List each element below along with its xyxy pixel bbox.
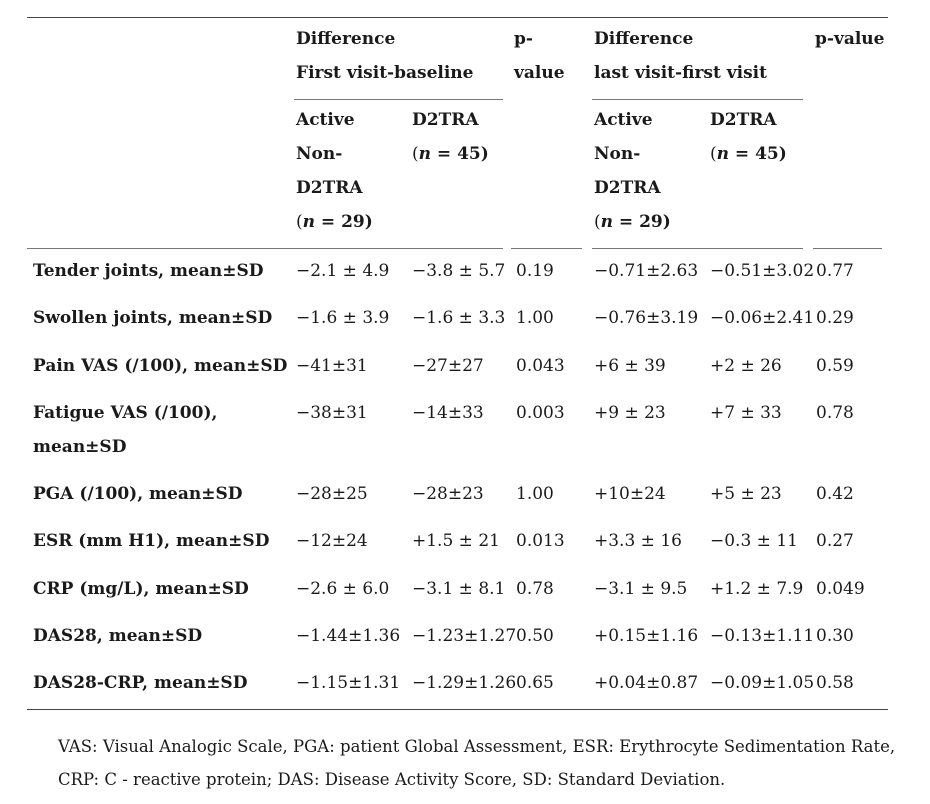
sub-header-d2tra-2: D2TRA (n = 45)	[710, 103, 787, 171]
cell-pga-d2: +5 ± 23	[710, 484, 782, 504]
row-label-pain: Pain VAS (/100), mean±SD	[33, 356, 288, 376]
cell-das28-p1: 0.50	[516, 626, 554, 646]
cell-pga-p2: 0.42	[816, 484, 854, 504]
group1-header-line1: Difference	[296, 29, 396, 49]
cell-das28-a2: +0.15±1.16	[594, 626, 699, 646]
header-bottom-rule-4	[813, 248, 882, 249]
header-bottom-rule-1	[27, 248, 503, 249]
pvalue1-header-line1: p-	[514, 29, 533, 49]
cell-esr-a2: +3.3 ± 16	[594, 531, 682, 551]
cell-das28crp-d2: −0.09±1.05	[710, 673, 815, 693]
sub-header-d2tra-1-n: (n = 45)	[412, 144, 489, 164]
row-label-tender: Tender joints, mean±SD	[33, 261, 264, 281]
cell-das28crp-d1: −1.29±1.26	[412, 673, 517, 693]
cell-pga-a1: −28±25	[296, 484, 368, 504]
table-top-rule	[27, 17, 888, 18]
group1-underline	[294, 99, 503, 100]
cell-pga-d1: −28±23	[412, 484, 484, 504]
cell-swollen-a1: −1.6 ± 3.9	[296, 308, 390, 328]
cell-crp-d2: +1.2 ± 7.9	[710, 579, 804, 599]
row-label-crp: CRP (mg/L), mean±SD	[33, 579, 249, 599]
group1-header-line2: First visit-baseline	[296, 63, 474, 83]
sub-header-active-1: Active Non- D2TRA (n = 29)	[296, 103, 373, 239]
row-label-swollen: Swollen joints, mean±SD	[33, 308, 273, 328]
cell-pain-d2: +2 ± 26	[710, 356, 782, 376]
pvalue1-header: p- value	[514, 22, 565, 90]
cell-tender-d1: −3.8 ± 5.7	[412, 261, 506, 281]
cell-esr-a1: −12±24	[296, 531, 368, 551]
cell-das28crp-a1: −1.15±1.31	[296, 673, 401, 693]
cell-tender-a2: −0.71±2.63	[594, 261, 699, 281]
group2-header-line2: last visit-first visit	[594, 63, 767, 83]
cell-tender-p2: 0.77	[816, 261, 854, 281]
cell-das28crp-p1: 0.65	[516, 673, 554, 693]
sub-header-d2tra-1: D2TRA (n = 45)	[412, 103, 489, 171]
sub-header-active-2-n: (n = 29)	[594, 212, 671, 232]
cell-das28-a1: −1.44±1.36	[296, 626, 401, 646]
group2-header-line1: Difference	[594, 29, 694, 49]
cell-pain-a2: +6 ± 39	[594, 356, 666, 376]
cell-pga-a2: +10±24	[594, 484, 666, 504]
cell-das28-d2: −0.13±1.11	[710, 626, 815, 646]
group2-underline	[592, 99, 803, 100]
cell-crp-a1: −2.6 ± 6.0	[296, 579, 390, 599]
sub-header-active-1-n: (n = 29)	[296, 212, 373, 232]
cell-swollen-p1: 1.00	[516, 308, 554, 328]
cell-crp-d1: −3.1 ± 8.1	[412, 579, 506, 599]
group2-header: Difference last visit-first visit	[594, 22, 767, 90]
cell-fatigue-a1: −38±31	[296, 403, 368, 423]
table-bottom-rule	[27, 709, 888, 710]
sub-header-active-2: Active Non- D2TRA (n = 29)	[594, 103, 671, 239]
pvalue2-header: p-value	[815, 29, 885, 49]
cell-pain-p1: 0.043	[516, 356, 565, 376]
cell-pain-p2: 0.59	[816, 356, 854, 376]
cell-fatigue-p2: 0.78	[816, 403, 854, 423]
cell-tender-d2: −0.51±3.02	[710, 261, 815, 281]
cell-swollen-d2: −0.06±2.41	[710, 308, 815, 328]
cell-fatigue-d1: −14±33	[412, 403, 484, 423]
cell-esr-p2: 0.27	[816, 531, 854, 551]
table-footnote-line1: VAS: Visual Analogic Scale, PGA: patient…	[58, 737, 896, 756]
table-footnote-line2: CRP: C - reactive protein; DAS: Disease …	[58, 770, 726, 789]
cell-esr-p1: 0.013	[516, 531, 565, 551]
cell-das28crp-p2: 0.58	[816, 673, 854, 693]
table-footnote: VAS: Visual Analogic Scale, PGA: patient…	[58, 730, 908, 796]
group1-header: Difference First visit-baseline	[296, 22, 473, 90]
pvalue1-header-line2: value	[514, 63, 565, 83]
cell-crp-p1: 0.78	[516, 579, 554, 599]
cell-crp-p2: 0.049	[816, 579, 865, 599]
row-label-das28: DAS28, mean±SD	[33, 626, 203, 646]
cell-tender-a1: −2.1 ± 4.9	[296, 261, 390, 281]
row-label-fatigue: Fatigue VAS (/100), mean±SD	[33, 403, 218, 457]
sub-header-d2tra-2-n: (n = 45)	[710, 144, 787, 164]
cell-fatigue-a2: +9 ± 23	[594, 403, 666, 423]
cell-das28-d1: −1.23±1.27	[412, 626, 517, 646]
cell-esr-d1: +1.5 ± 21	[412, 531, 500, 551]
cell-tender-p1: 0.19	[516, 261, 554, 281]
header-bottom-rule-3	[592, 248, 803, 249]
cell-das28-p2: 0.30	[816, 626, 854, 646]
row-label-das28crp: DAS28-CRP, mean±SD	[33, 673, 248, 693]
cell-swollen-a2: −0.76±3.19	[594, 308, 699, 328]
cell-swollen-p2: 0.29	[816, 308, 854, 328]
cell-pain-d1: −27±27	[412, 356, 484, 376]
cell-das28crp-a2: +0.04±0.87	[594, 673, 699, 693]
cell-esr-d2: −0.3 ± 11	[710, 531, 798, 551]
cell-crp-a2: −3.1 ± 9.5	[594, 579, 688, 599]
row-label-pga: PGA (/100), mean±SD	[33, 484, 243, 504]
cell-fatigue-d2: +7 ± 33	[710, 403, 782, 423]
row-label-esr: ESR (mm H1), mean±SD	[33, 531, 270, 551]
cell-fatigue-p1: 0.003	[516, 403, 565, 423]
header-bottom-rule-2	[511, 248, 582, 249]
cell-swollen-d1: −1.6 ± 3.3	[412, 308, 506, 328]
cell-pga-p1: 1.00	[516, 484, 554, 504]
cell-pain-a1: −41±31	[296, 356, 368, 376]
